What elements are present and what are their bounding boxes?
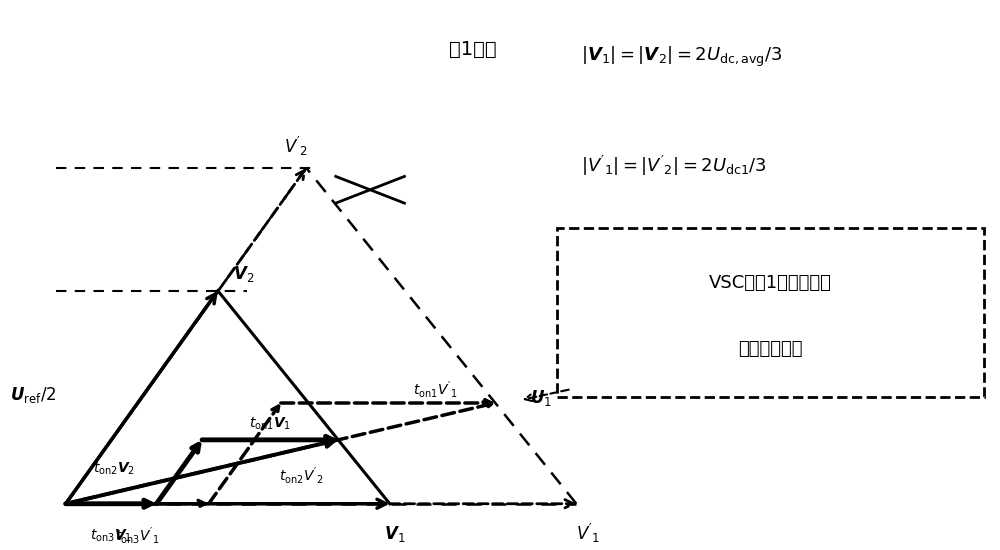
Text: $t_{\rm on1}\boldsymbol{V}_1$: $t_{\rm on1}\boldsymbol{V}_1$ <box>249 415 291 432</box>
Text: 合成电压矢量: 合成电压矢量 <box>738 340 803 358</box>
Text: $|\boldsymbol{V'}_1|=|\boldsymbol{V'}_2|=2U_{\rm dc1}/3$: $|\boldsymbol{V'}_1|=|\boldsymbol{V'}_2|… <box>581 155 767 178</box>
Text: $t_{\rm on2}\boldsymbol{V'}_2$: $t_{\rm on2}\boldsymbol{V'}_2$ <box>279 465 324 486</box>
Text: $\boldsymbol{U}_1$: $\boldsymbol{U}_1$ <box>530 388 552 408</box>
Text: $t_{\rm on1}\boldsymbol{V'}_1$: $t_{\rm on1}\boldsymbol{V'}_1$ <box>413 379 457 400</box>
Text: VSC单元1交流侧实际: VSC单元1交流侧实际 <box>709 274 832 292</box>
Text: $t_{\rm on3}\boldsymbol{V'}_1$: $t_{\rm on3}\boldsymbol{V'}_1$ <box>115 525 159 546</box>
Text: $t_{\rm on3}\boldsymbol{V}_1$: $t_{\rm on3}\boldsymbol{V}_1$ <box>90 527 132 543</box>
Text: $|\boldsymbol{V}_1|=|\boldsymbol{V}_2|=2U_{\rm dc,avg}/3$: $|\boldsymbol{V}_1|=|\boldsymbol{V}_2|=2… <box>581 45 783 69</box>
Text: $t_{\rm on2}\boldsymbol{V}_2$: $t_{\rm on2}\boldsymbol{V}_2$ <box>93 461 135 477</box>
Text: $\boldsymbol{V}_1$: $\boldsymbol{V}_1$ <box>384 524 405 544</box>
FancyBboxPatch shape <box>557 228 984 397</box>
Text: $\boldsymbol{V'}_1$: $\boldsymbol{V'}_1$ <box>576 522 600 546</box>
Text: 第1扇区: 第1扇区 <box>449 40 496 59</box>
Text: $\boldsymbol{V'}_2$: $\boldsymbol{V'}_2$ <box>284 135 309 158</box>
Text: $\boldsymbol{U}_{\rm ref}/2$: $\boldsymbol{U}_{\rm ref}/2$ <box>10 384 56 405</box>
Text: $\boldsymbol{V}_2$: $\boldsymbol{V}_2$ <box>233 265 254 284</box>
